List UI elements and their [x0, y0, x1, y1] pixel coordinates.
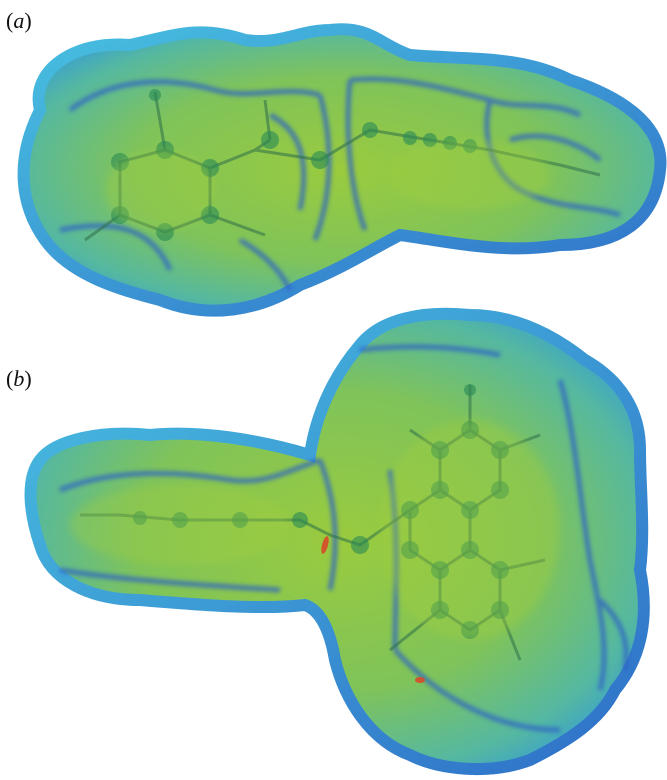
panel-b-surface: [24, 307, 650, 776]
panel-label-b: (b): [6, 366, 32, 391]
panel-a-surface: [17, 23, 667, 317]
panel-label-a: (a): [6, 8, 32, 33]
